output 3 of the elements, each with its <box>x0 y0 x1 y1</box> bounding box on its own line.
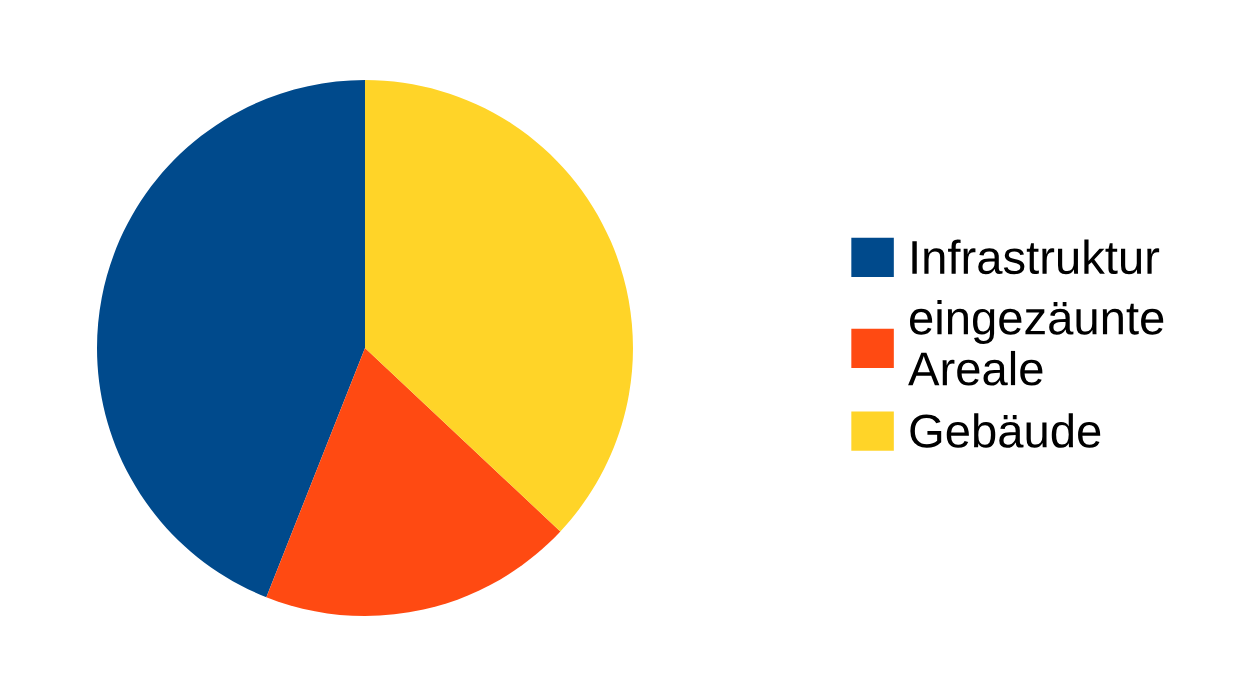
legend-label: eingezäunte Areale <box>908 300 1164 386</box>
legend-label: Infrastruktur <box>912 239 1160 275</box>
legend-label: Gebäude <box>910 413 1101 448</box>
